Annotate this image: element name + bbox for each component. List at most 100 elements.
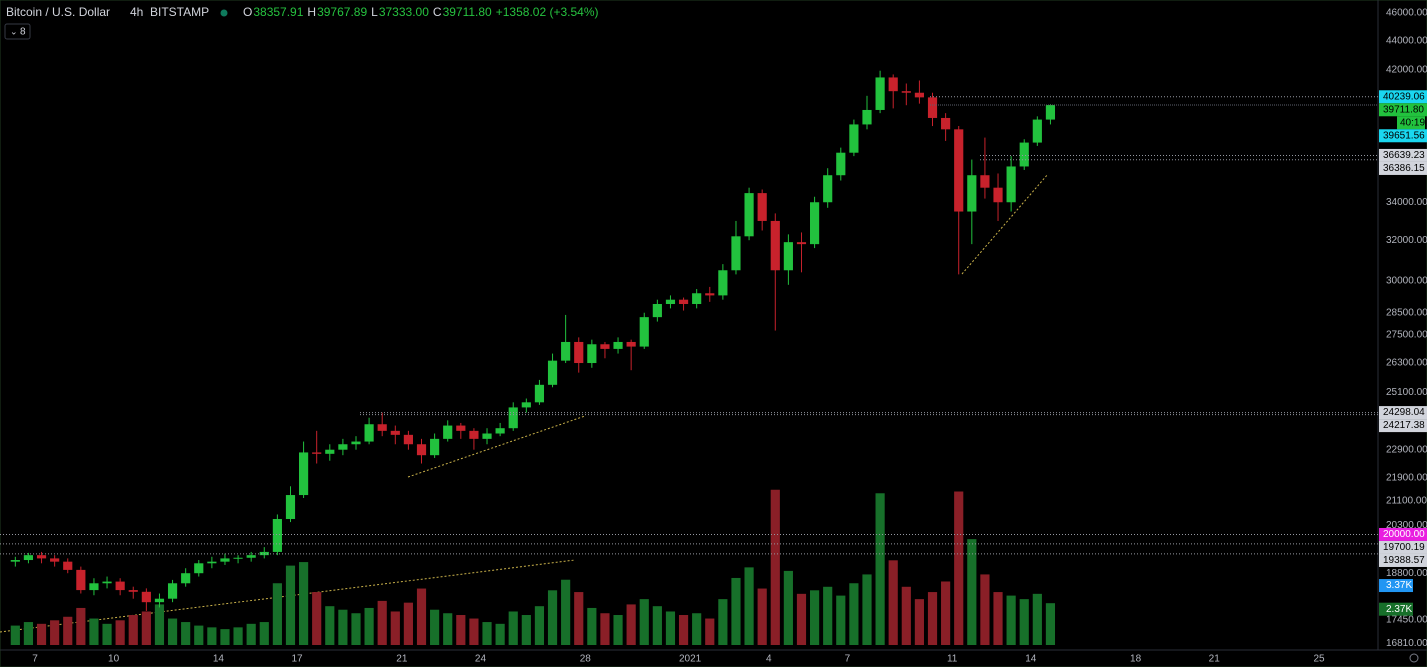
candle-body: [115, 581, 125, 591]
y-tick-label: 17450.00: [1386, 615, 1427, 626]
candle-body: [338, 444, 348, 450]
y-tick-label: 27500.00: [1386, 330, 1427, 341]
candle-body: [351, 441, 361, 445]
volume-bar: [443, 613, 453, 645]
countdown-box: [1397, 116, 1425, 130]
volume-bar: [246, 623, 256, 645]
candle-body: [194, 563, 204, 574]
volume-bar: [469, 618, 479, 645]
candle-body: [836, 152, 846, 176]
volume-bar: [665, 611, 676, 645]
candle-body: [299, 452, 309, 496]
y-tick-label: 16810.00: [1386, 638, 1427, 649]
volume-bar: [220, 629, 230, 645]
candle-body: [574, 341, 584, 364]
volume-bar: [678, 615, 689, 645]
candle-body: [102, 581, 112, 584]
candle-body: [862, 109, 872, 125]
price-label-box: [1379, 129, 1427, 143]
volume-bar: [757, 588, 767, 645]
candle-body: [1006, 166, 1016, 203]
volume-bar: [980, 574, 990, 645]
volume-bar: [993, 592, 1003, 645]
candle-body: [430, 438, 440, 456]
volume-bar: [508, 611, 518, 645]
settings-icon[interactable]: [1409, 653, 1419, 663]
candle-body: [443, 425, 453, 439]
candle-body: [993, 187, 1003, 203]
y-tick-label: 34000.00: [1386, 197, 1427, 208]
candle-body: [1019, 142, 1029, 167]
candle-body: [547, 360, 558, 385]
volume-bar: [901, 586, 911, 645]
candle-body: [639, 317, 649, 347]
candle-body: [508, 407, 518, 429]
price-label-box: [1379, 148, 1427, 162]
header: Bitcoin / U.S. Dollar 4h BITSTAMP ⌄ 8: [4, 5, 228, 40]
indicator-toggle[interactable]: [4, 23, 31, 40]
trendline: [407, 415, 586, 478]
volume-bar: [312, 592, 322, 645]
volume-bar: [456, 615, 466, 645]
exchange: BITSTAMP: [150, 5, 209, 19]
candle-body: [600, 344, 610, 349]
x-tick-label: 14: [1025, 654, 1037, 665]
volume-bar: [1006, 595, 1016, 645]
candle-body: [50, 558, 60, 562]
volume-bar: [1045, 603, 1056, 645]
ohlc-key: H: [307, 5, 316, 19]
candle-body: [534, 384, 545, 403]
x-tick-label: 21: [396, 654, 408, 665]
price-label: 24298.04: [1383, 407, 1425, 418]
candle-body: [914, 92, 924, 98]
candle-body: [246, 555, 256, 558]
x-tick-label: 10: [108, 654, 120, 665]
price-label: 24217.38: [1383, 420, 1425, 431]
volume-bar: [364, 607, 374, 645]
volume-bar: [810, 590, 820, 645]
volume-bar: [744, 567, 754, 645]
volume-bar: [377, 600, 387, 645]
volume-bar: [115, 620, 125, 645]
volume-bar: [403, 602, 413, 645]
candle-body: [875, 77, 885, 110]
volume-bar: [1019, 599, 1029, 645]
volume-bar: [430, 609, 440, 645]
candle-body: [783, 242, 793, 271]
volume-bar: [574, 592, 584, 645]
y-tick-label: 20300.00: [1386, 520, 1427, 531]
chevron: ⌄: [10, 26, 18, 36]
y-tick-label: 18800.00: [1386, 568, 1427, 579]
candle-body: [980, 175, 990, 188]
volume-bar: [613, 615, 623, 645]
volume-bar: [914, 599, 924, 645]
price-label-box: [1379, 527, 1427, 541]
candle-body: [954, 129, 964, 212]
volume-bar: [967, 539, 977, 645]
y-tick-label: 21100.00: [1386, 496, 1427, 507]
candle-body: [285, 495, 296, 520]
candle-body: [312, 452, 322, 454]
candle-body: [888, 77, 898, 92]
volume-bar: [823, 586, 833, 645]
y-tick-label: 22900.00: [1386, 444, 1427, 455]
volume-bar: [390, 611, 400, 645]
status-dot: [220, 9, 228, 17]
volume-bar: [76, 607, 86, 645]
volume-bar: [705, 618, 715, 645]
candle-body: [967, 175, 977, 212]
candle-body: [181, 573, 191, 584]
candle-body: [89, 583, 99, 591]
candle-body: [770, 220, 780, 271]
x-tick-label: 2021: [679, 654, 702, 665]
change: +1358.02 (+3.54%): [496, 5, 599, 19]
volume-bar: [416, 588, 427, 645]
price-label: 39651.56: [1383, 130, 1425, 141]
x-tick-label: 7: [845, 654, 851, 665]
candles: [10, 70, 1056, 611]
volume-bar: [652, 606, 662, 645]
volume-bar: [272, 583, 282, 645]
volume-bar: [102, 623, 112, 645]
price-label-box: [1379, 406, 1427, 420]
